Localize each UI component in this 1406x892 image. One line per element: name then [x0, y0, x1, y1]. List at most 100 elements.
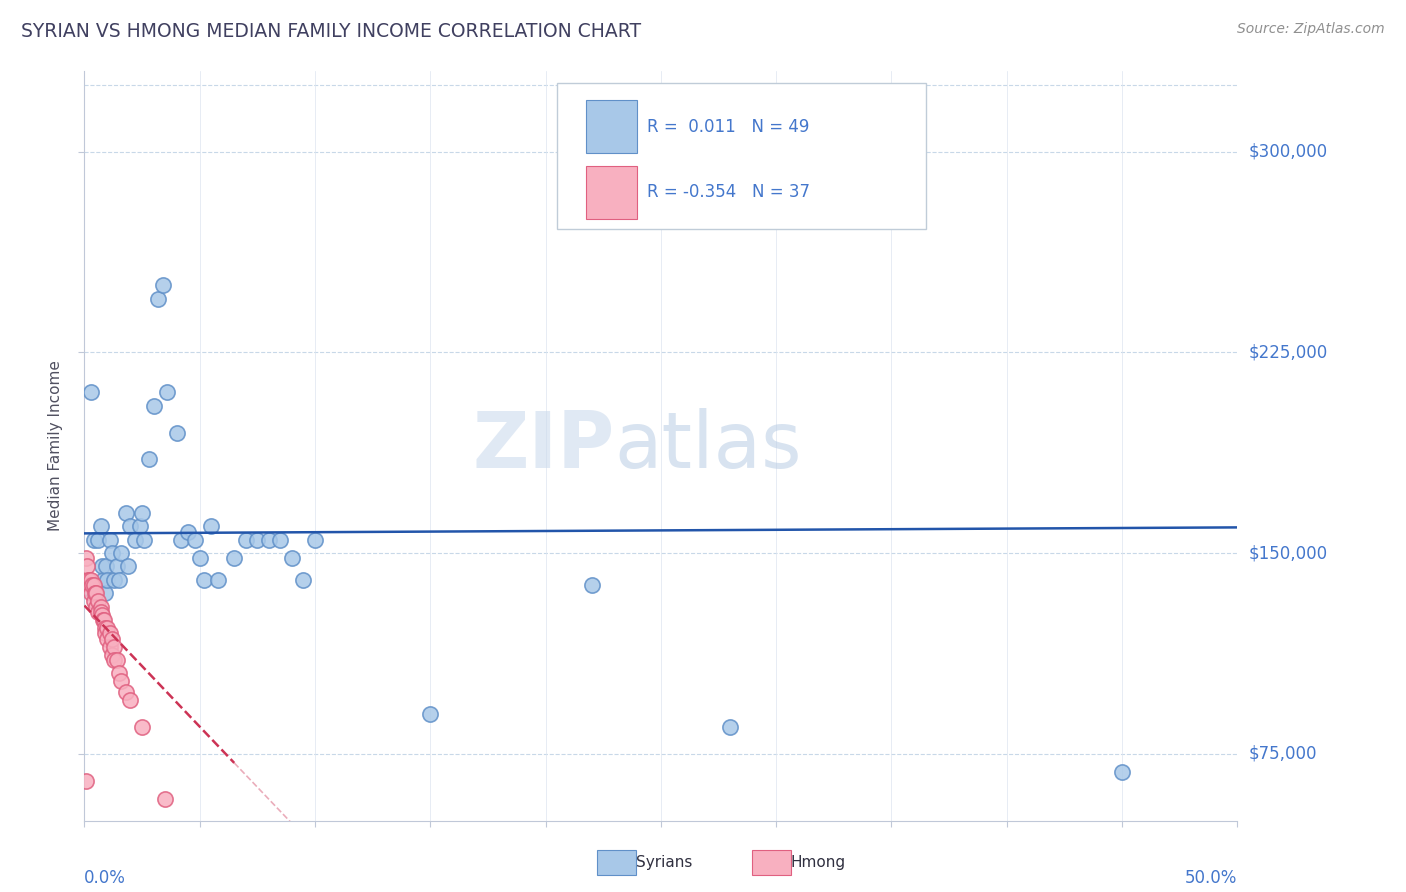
Point — [120, 519, 142, 533]
Point — [108, 573, 131, 587]
Text: $300,000: $300,000 — [1249, 143, 1327, 161]
Point — [142, 399, 165, 413]
Point — [80, 385, 103, 400]
Point — [156, 385, 179, 400]
Point — [110, 546, 132, 560]
Point — [103, 653, 125, 667]
Point — [77, 573, 100, 587]
Point — [177, 524, 200, 539]
Point — [75, 551, 97, 566]
Point — [105, 653, 128, 667]
Point — [87, 594, 110, 608]
Point — [103, 573, 125, 587]
Point — [170, 533, 193, 547]
Text: $75,000: $75,000 — [1249, 745, 1317, 763]
Y-axis label: Median Family Income: Median Family Income — [48, 360, 63, 532]
Text: Hmong: Hmong — [790, 855, 846, 870]
Point — [83, 586, 105, 600]
Point — [79, 578, 101, 592]
Point — [117, 559, 139, 574]
Point — [91, 613, 114, 627]
Point — [224, 551, 246, 566]
Point — [96, 559, 118, 574]
Point — [193, 573, 215, 587]
Point — [76, 581, 98, 595]
Point — [304, 533, 326, 547]
Point — [120, 693, 142, 707]
Point — [101, 648, 124, 662]
Point — [115, 685, 138, 699]
Point — [880, 203, 903, 218]
Point — [84, 586, 107, 600]
Point — [96, 632, 118, 646]
Point — [89, 519, 111, 533]
Point — [90, 559, 112, 574]
Point — [83, 533, 105, 547]
Point — [581, 578, 603, 592]
Point — [153, 792, 176, 806]
Point — [108, 666, 131, 681]
Point — [207, 573, 229, 587]
FancyBboxPatch shape — [557, 83, 927, 228]
Text: 50.0%: 50.0% — [1185, 869, 1237, 887]
Point — [235, 533, 257, 547]
Point — [292, 573, 315, 587]
Point — [134, 533, 156, 547]
Point — [87, 605, 110, 619]
Point — [80, 586, 103, 600]
Point — [419, 706, 441, 721]
Point — [96, 573, 118, 587]
Point — [98, 533, 121, 547]
Point — [83, 594, 105, 608]
Text: R = -0.354   N = 37: R = -0.354 N = 37 — [647, 184, 810, 202]
FancyBboxPatch shape — [586, 166, 637, 219]
Point — [82, 578, 104, 592]
Point — [128, 519, 150, 533]
Point — [76, 573, 98, 587]
Point — [188, 551, 211, 566]
Point — [89, 599, 111, 614]
Point — [718, 720, 741, 734]
Point — [101, 546, 124, 560]
Point — [200, 519, 222, 533]
Point — [83, 578, 105, 592]
Point — [89, 605, 111, 619]
Point — [166, 425, 188, 440]
Point — [281, 551, 304, 566]
Text: ZIP: ZIP — [472, 408, 614, 484]
Point — [152, 278, 174, 293]
Text: SYRIAN VS HMONG MEDIAN FAMILY INCOME CORRELATION CHART: SYRIAN VS HMONG MEDIAN FAMILY INCOME COR… — [21, 22, 641, 41]
Point — [91, 573, 114, 587]
Point — [75, 773, 97, 788]
Point — [94, 586, 117, 600]
Point — [87, 533, 110, 547]
Text: atlas: atlas — [614, 408, 803, 484]
Point — [124, 533, 146, 547]
Point — [131, 506, 153, 520]
Point — [101, 632, 124, 646]
Point — [84, 599, 107, 614]
Point — [103, 640, 125, 654]
Text: Source: ZipAtlas.com: Source: ZipAtlas.com — [1237, 22, 1385, 37]
Point — [246, 533, 269, 547]
Point — [138, 452, 160, 467]
Point — [257, 533, 280, 547]
Point — [131, 720, 153, 734]
Point — [94, 621, 117, 635]
Point — [1111, 765, 1133, 780]
Text: Syrians: Syrians — [636, 855, 693, 870]
Point — [93, 613, 115, 627]
Text: $150,000: $150,000 — [1249, 544, 1327, 562]
Point — [105, 559, 128, 574]
Text: $225,000: $225,000 — [1249, 343, 1327, 361]
Point — [98, 640, 121, 654]
Point — [146, 292, 169, 306]
Point — [269, 533, 291, 547]
Point — [90, 607, 112, 622]
Point — [184, 533, 207, 547]
Point — [94, 626, 117, 640]
Point — [80, 573, 103, 587]
Point — [115, 506, 138, 520]
Text: R =  0.011   N = 49: R = 0.011 N = 49 — [647, 118, 810, 136]
FancyBboxPatch shape — [586, 100, 637, 153]
